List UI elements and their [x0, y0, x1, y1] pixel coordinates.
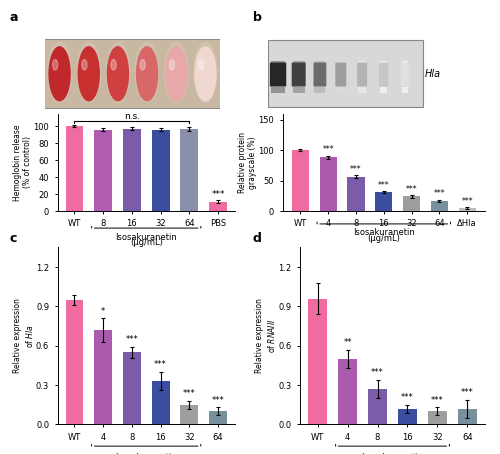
- Ellipse shape: [140, 59, 145, 70]
- Text: ***: ***: [154, 360, 167, 370]
- FancyBboxPatch shape: [271, 87, 285, 93]
- FancyBboxPatch shape: [358, 87, 366, 93]
- Y-axis label: Relative expression
of $\it{Hla}$: Relative expression of $\it{Hla}$: [12, 299, 34, 373]
- Bar: [403, 197, 420, 211]
- FancyBboxPatch shape: [44, 39, 222, 108]
- Bar: [94, 130, 112, 211]
- Ellipse shape: [78, 47, 99, 101]
- Text: ***: ***: [461, 388, 473, 397]
- FancyBboxPatch shape: [402, 61, 408, 67]
- Bar: [458, 409, 476, 424]
- Text: ***: ***: [434, 189, 445, 198]
- Ellipse shape: [194, 42, 217, 102]
- Bar: [123, 352, 141, 424]
- Text: ***: ***: [406, 185, 417, 194]
- FancyBboxPatch shape: [336, 61, 345, 67]
- Bar: [66, 126, 84, 211]
- Bar: [430, 201, 448, 211]
- Ellipse shape: [108, 47, 128, 101]
- Text: Hla: Hla: [425, 69, 442, 79]
- Bar: [368, 389, 387, 424]
- Bar: [338, 359, 357, 424]
- Ellipse shape: [169, 59, 174, 70]
- Text: b: b: [252, 11, 262, 25]
- Bar: [94, 330, 112, 424]
- Ellipse shape: [136, 42, 158, 102]
- FancyBboxPatch shape: [292, 61, 304, 67]
- Bar: [348, 177, 364, 211]
- Y-axis label: Relative expression
of $\it{RNAIII}$: Relative expression of $\it{RNAIII}$: [255, 299, 277, 373]
- FancyBboxPatch shape: [336, 63, 346, 87]
- Text: ***: ***: [401, 393, 414, 402]
- FancyBboxPatch shape: [270, 63, 286, 87]
- FancyBboxPatch shape: [268, 40, 423, 108]
- FancyBboxPatch shape: [358, 61, 366, 67]
- Ellipse shape: [106, 42, 130, 102]
- FancyBboxPatch shape: [314, 87, 326, 93]
- FancyBboxPatch shape: [380, 61, 388, 67]
- FancyBboxPatch shape: [402, 87, 408, 93]
- Y-axis label: Hemoglobin release
(% of control): Hemoglobin release (% of control): [12, 124, 32, 201]
- FancyBboxPatch shape: [336, 87, 345, 93]
- Text: Isosakuranetin: Isosakuranetin: [116, 233, 177, 242]
- Text: ***: ***: [371, 368, 384, 377]
- Bar: [123, 129, 141, 211]
- Bar: [152, 381, 170, 424]
- Bar: [308, 299, 327, 424]
- Bar: [458, 208, 476, 211]
- Text: d: d: [252, 232, 262, 245]
- Text: ***: ***: [322, 145, 334, 154]
- Text: ***: ***: [212, 190, 225, 199]
- Bar: [209, 202, 227, 211]
- FancyBboxPatch shape: [314, 63, 326, 87]
- Ellipse shape: [52, 59, 58, 70]
- Text: (μg/mL): (μg/mL): [130, 238, 162, 247]
- Text: a: a: [10, 11, 18, 25]
- Bar: [320, 158, 337, 211]
- FancyBboxPatch shape: [380, 87, 388, 93]
- Text: *: *: [101, 306, 105, 316]
- FancyBboxPatch shape: [314, 61, 326, 67]
- Text: ***: ***: [212, 396, 224, 405]
- FancyBboxPatch shape: [357, 63, 367, 87]
- Ellipse shape: [49, 47, 70, 101]
- Text: n.s.: n.s.: [124, 112, 140, 121]
- Text: ***: ***: [431, 396, 444, 405]
- Bar: [66, 300, 84, 424]
- Ellipse shape: [48, 42, 72, 102]
- Ellipse shape: [111, 59, 116, 70]
- Text: Isosakuranetin: Isosakuranetin: [353, 228, 414, 237]
- Bar: [428, 411, 446, 424]
- Bar: [398, 409, 416, 424]
- FancyBboxPatch shape: [292, 63, 306, 87]
- Bar: [180, 405, 198, 424]
- Text: ***: ***: [462, 197, 473, 206]
- FancyBboxPatch shape: [271, 61, 285, 67]
- Ellipse shape: [82, 59, 87, 70]
- Bar: [292, 150, 309, 211]
- Bar: [180, 129, 198, 211]
- Ellipse shape: [136, 47, 158, 101]
- Text: ***: ***: [350, 165, 362, 174]
- Bar: [152, 130, 170, 211]
- Bar: [375, 192, 392, 211]
- Text: ***: ***: [183, 389, 196, 398]
- Text: ***: ***: [126, 336, 138, 345]
- Text: ***: ***: [378, 181, 390, 190]
- Y-axis label: Relative protein
grayscale (%): Relative protein grayscale (%): [238, 132, 257, 193]
- Text: (μg/mL): (μg/mL): [368, 234, 400, 243]
- Text: **: **: [344, 338, 352, 347]
- Ellipse shape: [195, 47, 216, 101]
- Ellipse shape: [198, 59, 203, 70]
- Text: c: c: [10, 232, 18, 245]
- Ellipse shape: [166, 47, 186, 101]
- FancyBboxPatch shape: [379, 63, 388, 87]
- Bar: [209, 411, 227, 424]
- Ellipse shape: [77, 42, 100, 102]
- Ellipse shape: [164, 42, 188, 102]
- FancyBboxPatch shape: [401, 63, 409, 87]
- FancyBboxPatch shape: [292, 87, 304, 93]
